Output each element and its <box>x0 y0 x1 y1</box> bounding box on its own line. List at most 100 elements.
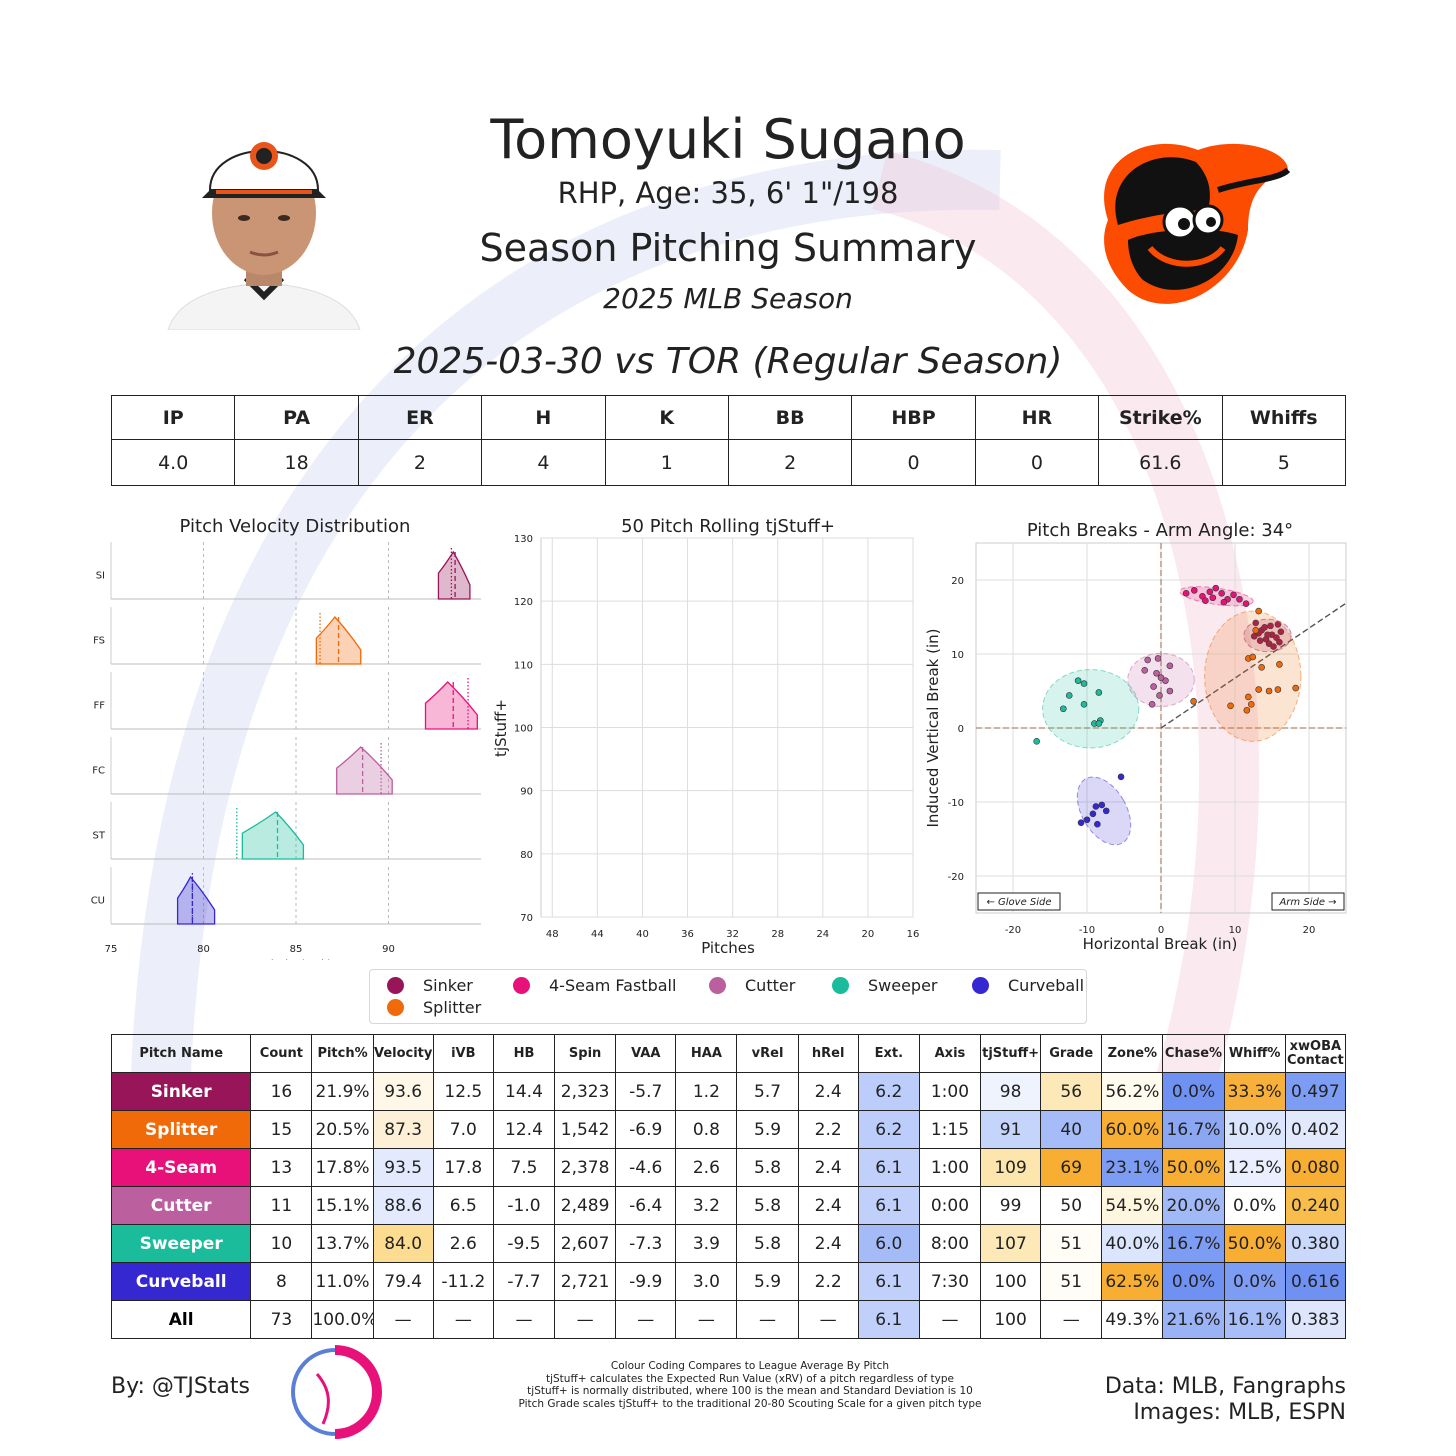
x-axis-label: Pitches <box>701 939 755 957</box>
pitch-point <box>1227 702 1234 710</box>
pitch-table-cell: 1:00 <box>918 1148 982 1187</box>
pitch-table-cell: 2.2 <box>797 1110 859 1149</box>
pitch-table-cell: 11.0% <box>311 1262 374 1301</box>
pitch-point <box>1265 687 1273 695</box>
x-tick-label: 10 <box>1229 925 1242 936</box>
x-tick-label: 28 <box>771 929 784 940</box>
pitch-table-cell: 0.8 <box>675 1110 738 1149</box>
pitch-table-cell: 12.5% <box>1223 1148 1286 1187</box>
table-row: All 73 100.0% — — — — — — — —6.1—100—49.3% 21.6% 16.… <box>110 1300 1347 1339</box>
pitch-table-header: Count <box>250 1034 313 1073</box>
pitch-table-header: Chase% <box>1162 1034 1225 1073</box>
pitch-table-cell: — <box>918 1300 982 1339</box>
pitch-point <box>1277 628 1285 636</box>
chart-title: Pitch Velocity Distribution <box>180 516 411 537</box>
pitch-point <box>1190 698 1197 705</box>
stat-value: 2 <box>357 439 483 486</box>
pitch-point <box>1236 595 1243 603</box>
y-tick-label: 20 <box>951 576 964 587</box>
pitch-table-cell: 99 <box>980 1186 1042 1225</box>
pitch-table-cell: 100 <box>980 1300 1042 1339</box>
pitch-table-cell: 12.4 <box>492 1110 556 1149</box>
x-tick-label: 90 <box>382 944 395 955</box>
pitch-table-cell: -7.3 <box>615 1224 677 1263</box>
pitch-table-cell: 5.9 <box>736 1262 799 1301</box>
pitch-point <box>1060 705 1067 713</box>
pitch-table-cell: 5.8 <box>736 1148 799 1187</box>
legend-swatch <box>972 977 989 994</box>
pitch-row-label: FF <box>93 701 105 712</box>
stat-header: Whiffs <box>1221 395 1347 440</box>
y-tick-label: 80 <box>520 850 533 861</box>
pitch-table-cell: 6.0 <box>857 1224 920 1263</box>
stat-value: 4 <box>481 439 606 486</box>
table-row: Curveball 8 11.0% 79.4 -11.2 -7.7 2,721 -9.9 3.0… <box>110 1262 1347 1301</box>
velocity-density <box>315 615 362 665</box>
pitch-table-cell: — <box>675 1300 738 1339</box>
legend-item: Curveball <box>972 976 1084 995</box>
pitch-table-cell: 16.1% <box>1223 1300 1286 1339</box>
pitch-table-header: Pitch% <box>311 1034 374 1073</box>
pitch-table-cell: 51 <box>1040 1262 1103 1301</box>
pitch-point <box>1274 686 1282 693</box>
pitch-point <box>1274 621 1282 628</box>
pitch-table-cell: 7.5 <box>492 1148 556 1187</box>
pitch-cluster-ellipse <box>1179 586 1254 607</box>
pitch-table-cell: — <box>1040 1300 1103 1339</box>
pitch-table-cell: 33.3% <box>1223 1072 1286 1111</box>
pitch-table-cell: 16.7% <box>1162 1110 1225 1149</box>
pitch-table-cell: 6.1 <box>857 1186 920 1225</box>
stat-value: 1 <box>604 439 729 486</box>
pitch-breakdown-table: Pitch Name Count Pitch% Velocity iVB HB Spin VA… <box>110 1034 1347 1339</box>
pitch-table-cell: 0:00 <box>918 1186 982 1225</box>
pitch-table-cell: 2.6 <box>675 1148 738 1187</box>
pitch-table-cell: 1,542 <box>554 1110 617 1149</box>
pitch-table-cell: 84.0 <box>372 1224 434 1263</box>
player-name: Tomoyuki Sugano <box>490 108 966 171</box>
pitch-table-cell: -5.7 <box>615 1072 677 1111</box>
pitch-point <box>1080 701 1088 708</box>
pitch-table-cell: 6.5 <box>432 1186 494 1225</box>
pitch-table-cell: 13 <box>250 1148 313 1187</box>
velocity-density <box>241 811 305 860</box>
y-tick-label: 70 <box>520 913 533 924</box>
pitch-point <box>1102 807 1110 815</box>
pitch-table-cell: 2.4 <box>797 1148 859 1187</box>
pitch-table-cell: 0.497 <box>1284 1072 1347 1111</box>
pitch-table-cell: 1.2 <box>675 1072 738 1111</box>
pitch-point <box>1157 674 1165 681</box>
pitch-point <box>1190 587 1198 594</box>
pitch-table-cell: 23.1% <box>1101 1148 1164 1187</box>
pitch-table-cell: 100.0% <box>311 1300 374 1339</box>
pitch-table-header: Zone% <box>1101 1034 1164 1073</box>
stat-header: PA <box>234 395 359 440</box>
x-tick-label: 0 <box>1158 925 1164 936</box>
velocity-density <box>176 875 216 925</box>
pitch-point <box>1247 701 1255 708</box>
table-row: Sweeper 10 13.7% 84.0 2.6 -9.5 2,607 -7.3 3.9 5.8… <box>110 1224 1347 1263</box>
pitch-table-cell: -1.0 <box>492 1186 556 1225</box>
footer-notes: Colour Coding Compares to League Average… <box>450 1360 1050 1410</box>
player-headshot <box>158 118 370 330</box>
stat-value: 61.6 <box>1098 439 1223 486</box>
pitch-table-cell: 7.0 <box>432 1110 494 1149</box>
legend-item: Splitter <box>387 998 481 1017</box>
x-axis-label: Horizontal Break (in) <box>1083 935 1238 953</box>
legend-label: Cutter <box>745 976 796 995</box>
pitch-table-cell: — <box>797 1300 859 1339</box>
pitch-table-header: VAA <box>615 1034 677 1073</box>
pitch-table-cell: 2.2 <box>797 1262 859 1301</box>
pitch-table-cell: 6.2 <box>857 1110 920 1149</box>
pitch-table-cell: 50.0% <box>1223 1224 1286 1263</box>
pitch-table-cell: — <box>492 1300 556 1339</box>
pitch-point <box>1033 738 1040 745</box>
y-tick-label: -10 <box>948 798 964 809</box>
pitch-table-cell: 3.2 <box>675 1186 738 1225</box>
pitch-table-cell: -9.9 <box>615 1262 677 1301</box>
x-tick-label: 44 <box>591 929 604 940</box>
pitch-table-cell: 73 <box>250 1300 313 1339</box>
pitch-point <box>1077 819 1085 827</box>
pitch-table-cell: 88.6 <box>372 1186 434 1225</box>
pitch-point <box>1141 666 1149 674</box>
pitch-cluster-ellipse <box>1042 669 1140 749</box>
